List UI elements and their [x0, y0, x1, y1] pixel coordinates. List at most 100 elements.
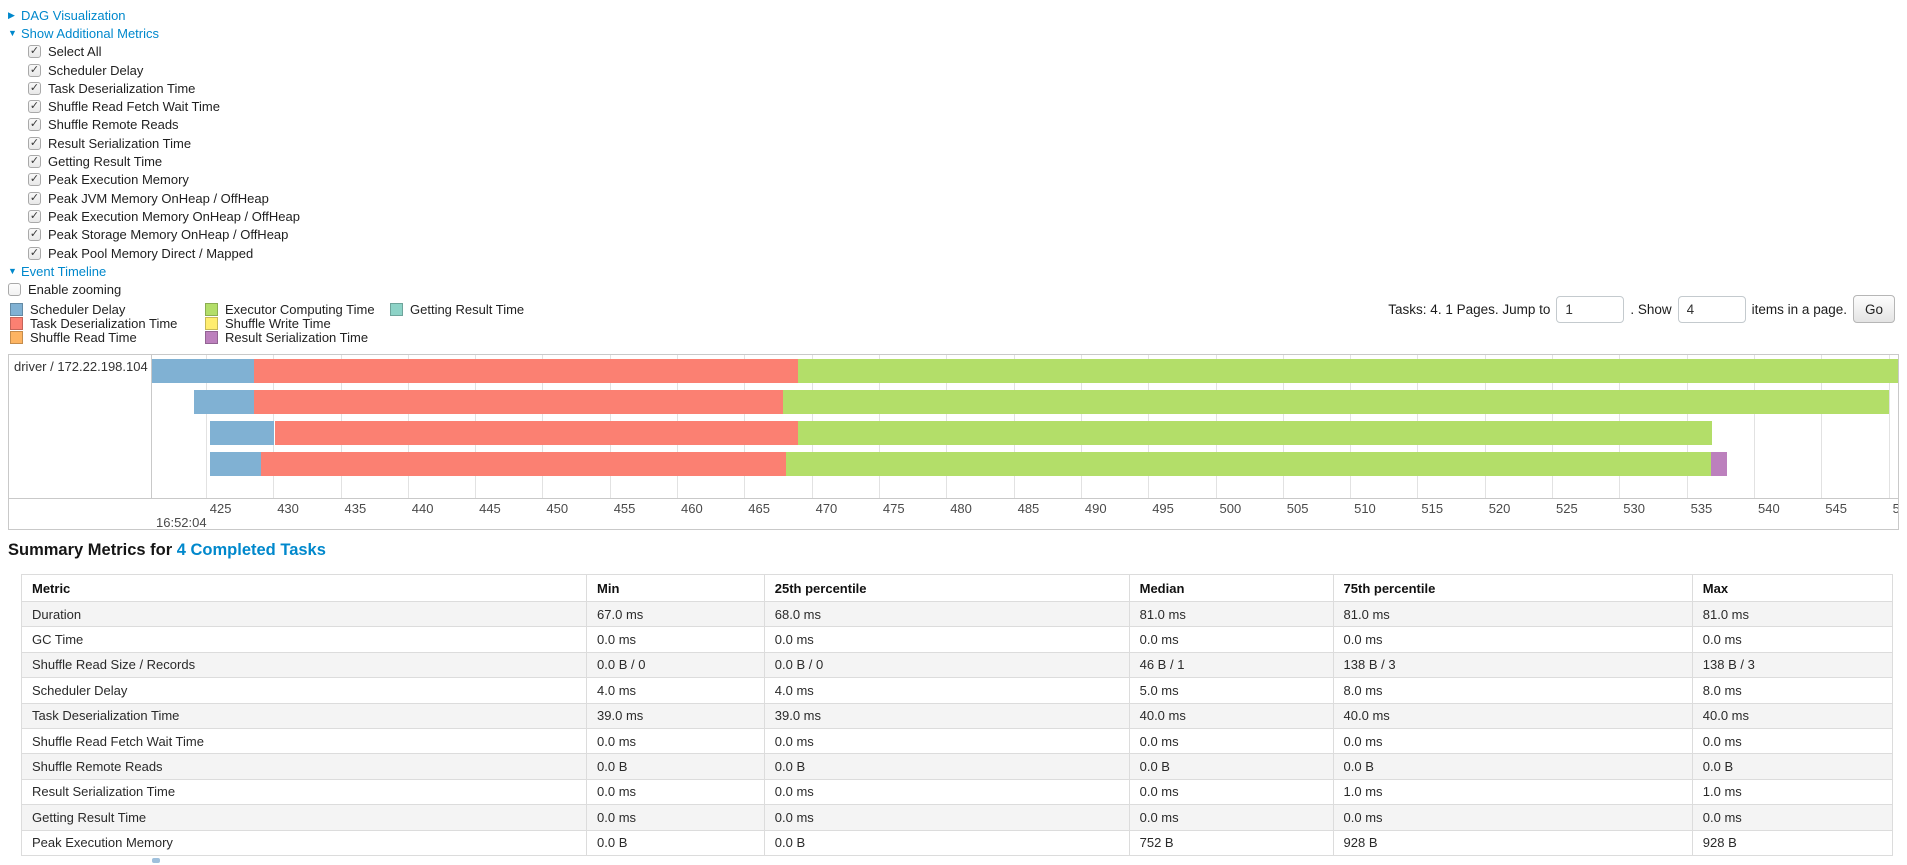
metric-checkbox[interactable]: ✓	[28, 63, 41, 77]
metric-value-cell: 0.0 ms	[1332, 727, 1693, 755]
task-bar-segment-scheduler-delay[interactable]	[209, 452, 262, 476]
completed-tasks-link[interactable]: 4 Completed Tasks	[176, 541, 326, 559]
axis-tick-label: 515	[1421, 501, 1444, 516]
legend-item: Shuffle Write Time	[205, 316, 375, 331]
metric-value-cell: 0.0 ms	[1128, 804, 1334, 831]
metric-value-cell: 46 B / 1	[1128, 651, 1334, 679]
summary-column-header[interactable]: Metric	[20, 574, 588, 602]
task-bar-segment-scheduler-delay[interactable]	[152, 359, 255, 383]
task-bar-segment-executor-computing[interactable]	[783, 390, 1889, 414]
metric-checkbox-label: Peak Storage Memory OnHeap / OffHeap	[48, 227, 289, 243]
summary-column-header[interactable]: Median	[1128, 574, 1334, 602]
summary-column-header[interactable]: Min	[586, 574, 765, 602]
task-bar-segment-executor-computing[interactable]	[798, 421, 1713, 445]
axis-tick-label: 540	[1758, 501, 1780, 516]
metric-value-cell: 0.0 B / 0	[763, 651, 1130, 679]
executor-group-label: driver / 172.22.198.104	[14, 359, 148, 374]
jump-to-page-input[interactable]	[1556, 295, 1625, 323]
metric-value-cell: 39.0 ms	[763, 702, 1130, 729]
metric-name-cell: Duration	[20, 600, 588, 628]
metric-value-cell: 0.0 ms	[1128, 626, 1334, 653]
metric-checkbox-label: Peak Execution Memory	[48, 172, 189, 188]
metric-checkbox[interactable]: ✓	[28, 228, 41, 242]
metric-checkbox-label: Select All	[48, 44, 102, 60]
metric-name-cell: Shuffle Read Size / Records	[20, 651, 588, 679]
metric-value-cell: 0.0 ms	[763, 727, 1130, 755]
show-additional-metrics-toggle[interactable]: ▼ Show Additional Metrics	[8, 24, 300, 42]
legend-label: Shuffle Read Time	[30, 330, 137, 346]
event-timeline-toggle[interactable]: ▼ Event Timeline	[8, 262, 300, 280]
task-bar-segment-task-deserialization[interactable]	[274, 421, 799, 445]
metric-name-cell: Peak Execution Memory	[20, 829, 588, 856]
metric-checkbox-row: ✓ Peak Pool Memory Direct / Mapped	[28, 244, 300, 262]
metric-value-cell: 0.0 ms	[763, 626, 1130, 653]
metric-checkbox[interactable]: ✓	[28, 81, 41, 95]
metric-checkbox[interactable]: ✓	[28, 45, 41, 59]
axis-tick-label: 550	[1893, 501, 1898, 516]
summary-metrics-title: Summary Metrics for 4 Completed Tasks	[8, 541, 326, 560]
axis-tick-label: 495	[1152, 501, 1174, 516]
metric-checkbox[interactable]: ✓	[28, 246, 41, 260]
summary-column-header[interactable]: 75th percentile	[1332, 574, 1693, 602]
metric-name-cell: Getting Result Time	[20, 804, 588, 831]
axis-tick-label: 505	[1286, 501, 1309, 516]
metric-value-cell: 4.0 ms	[586, 677, 765, 704]
task-bar-segment-task-deserialization[interactable]	[254, 390, 784, 414]
summary-column-header[interactable]: 25th percentile	[763, 574, 1130, 602]
gridline	[1888, 355, 1890, 498]
show-additional-metrics-link[interactable]: Show Additional Metrics	[21, 25, 160, 41]
summary-table-row: Task Deserialization Time 39.0 ms 39.0 ms 4…	[20, 702, 1894, 729]
axis-tick-label: 455	[613, 501, 636, 516]
metric-name-cell: Result Serialization Time	[20, 778, 588, 806]
legend-swatch-icon	[10, 317, 23, 331]
metric-checkbox[interactable]: ✓	[28, 173, 41, 187]
task-bar-segment-scheduler-delay[interactable]	[209, 421, 275, 445]
summary-column-header[interactable]: Max	[1691, 574, 1894, 602]
metric-value-cell: 0.0 ms	[1128, 727, 1334, 755]
metric-checkbox-label: Task Deserialization Time	[48, 80, 196, 96]
metric-checkbox-label: Peak Pool Memory Direct / Mapped	[48, 245, 254, 261]
dag-visualization-link[interactable]: DAG Visualization	[21, 7, 126, 23]
executor-label-column: driver / 172.22.198.104	[9, 355, 152, 498]
legend-swatch-icon	[205, 302, 218, 316]
metric-checkbox[interactable]: ✓	[28, 118, 41, 132]
metric-value-cell: 0.0 ms	[1332, 626, 1693, 653]
axis-tick-label: 470	[815, 501, 838, 516]
axis-tick-label: 525	[1556, 501, 1578, 516]
legend-column: Executor Computing Time Shuffle Write Tim…	[205, 302, 375, 345]
metric-value-cell: 0.0 ms	[1128, 778, 1334, 806]
metric-value-cell: 81.0 ms	[1691, 600, 1894, 628]
pager-tasks-text: Tasks: 4. 1 Pages. Jump to	[1388, 301, 1551, 317]
task-bar-segment-result-serialization[interactable]	[1710, 452, 1728, 476]
metric-checkbox[interactable]: ✓	[28, 209, 41, 223]
dag-visualization-toggle[interactable]: ▶ DAG Visualization	[8, 6, 300, 24]
task-bar-segment-task-deserialization[interactable]	[261, 452, 786, 476]
metric-checkbox[interactable]: ✓	[28, 100, 41, 114]
metric-checkbox[interactable]: ✓	[28, 136, 41, 150]
metric-value-cell: 0.0 ms	[1691, 804, 1894, 831]
summary-table-header-row: Metric Min 25th percentile Median 75th perce…	[20, 574, 1894, 602]
metric-value-cell: 1.0 ms	[1332, 778, 1693, 806]
legend-item: Task Deserialization Time	[10, 316, 177, 331]
metric-value-cell: 5.0 ms	[1128, 677, 1334, 704]
go-button[interactable]: Go	[1852, 295, 1895, 323]
metric-value-cell: 81.0 ms	[1128, 600, 1334, 628]
metric-value-cell: 39.0 ms	[586, 702, 765, 729]
summary-table-row: GC Time 0.0 ms 0.0 ms 0.0 ms 0.0 ms 0.0 ms	[20, 626, 1894, 653]
items-per-page-input[interactable]	[1677, 295, 1746, 323]
metric-checkbox[interactable]: ✓	[28, 155, 41, 169]
axis-time-origin-label: 16:52:04	[156, 515, 207, 530]
event-timeline-link[interactable]: Event Timeline	[21, 263, 107, 279]
task-bar-segment-task-deserialization[interactable]	[254, 359, 799, 383]
metric-checkbox-row: ✓ Getting Result Time	[28, 152, 300, 170]
metric-checkbox-label: Scheduler Delay	[48, 62, 144, 78]
enable-zooming-checkbox[interactable]	[8, 283, 21, 297]
task-bar-segment-executor-computing[interactable]	[798, 359, 1898, 383]
event-timeline-chart: driver / 172.22.198.104 16:52:04 425 430 4…	[8, 354, 1899, 530]
metric-checkbox-row: ✓ Scheduler Delay	[28, 61, 300, 79]
task-bar-segment-scheduler-delay[interactable]	[193, 390, 255, 414]
metric-value-cell: 8.0 ms	[1691, 677, 1894, 704]
task-bar-segment-executor-computing[interactable]	[786, 452, 1711, 476]
metric-checkbox-row: ✓ Select All	[28, 43, 300, 61]
metric-checkbox[interactable]: ✓	[28, 191, 41, 205]
